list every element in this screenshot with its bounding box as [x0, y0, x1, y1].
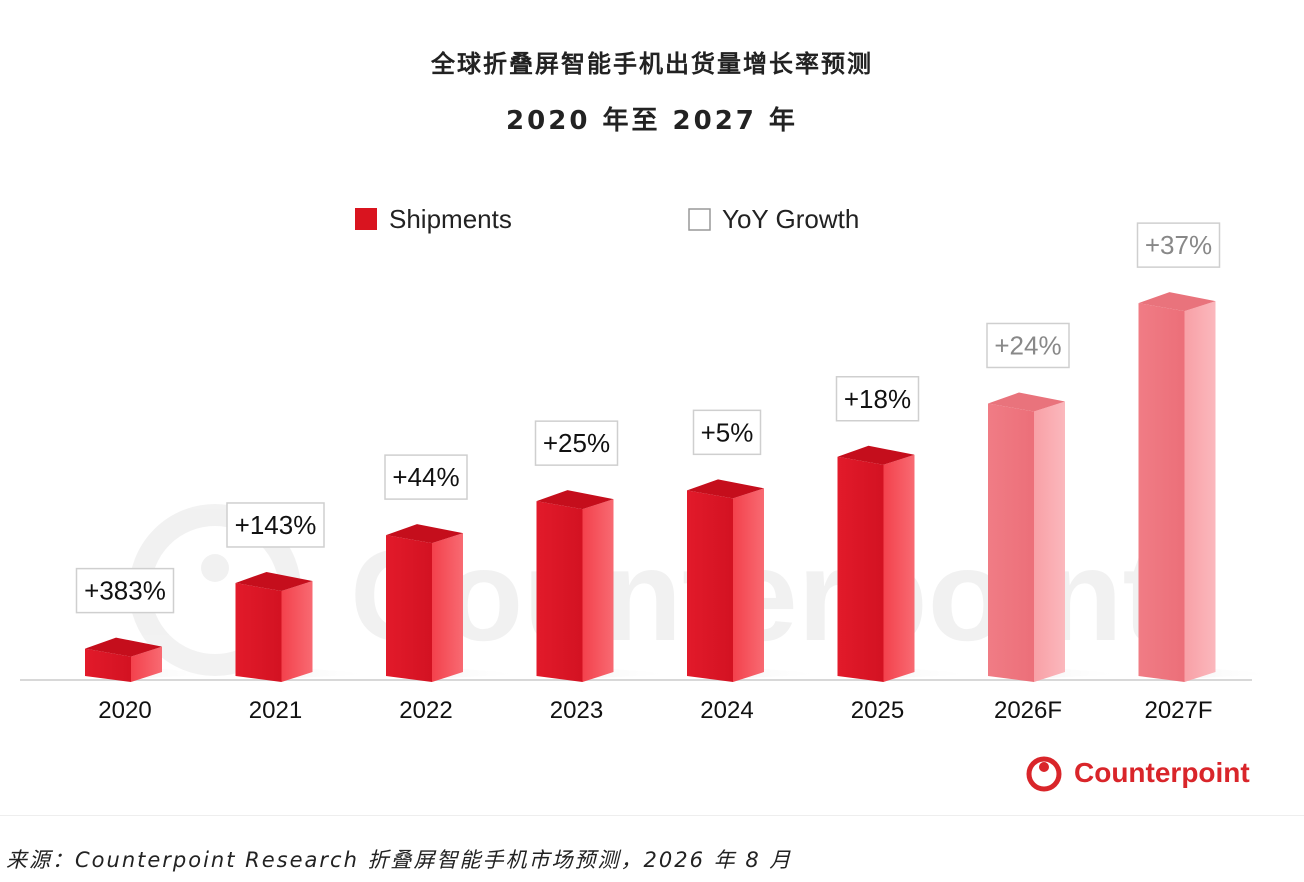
- bar-2020: [85, 637, 222, 682]
- bar-front-face: [837, 456, 884, 682]
- growth-labels-layer: +383% +143% +44% +25% +5% +18% +24% +37%: [75, 222, 1221, 614]
- yoy-label-text: +37%: [1145, 230, 1212, 260]
- yoy-label-text: +5%: [701, 417, 754, 447]
- brand-name: Counterpoint: [1074, 757, 1250, 788]
- x-tick-label: 2026F: [994, 697, 1062, 724]
- yoy-label-box: [226, 502, 325, 548]
- yoy-label-2020: +383%: [75, 567, 175, 614]
- bar-2023: [536, 490, 674, 682]
- x-tick-label: 2027F: [1144, 697, 1212, 724]
- footer-divider: [0, 815, 1304, 816]
- x-tick-label: 2023: [550, 697, 603, 724]
- yoy-label-text: +44%: [392, 462, 459, 492]
- bar-front-face: [235, 582, 282, 682]
- yoy-label-2027F: +37%: [1136, 222, 1221, 268]
- bar-side-face: [432, 533, 463, 682]
- bar-top-face: [536, 490, 614, 510]
- bar-front-face: [687, 490, 733, 682]
- bar-front-face: [536, 501, 583, 682]
- legend: Shipments YoY Growth: [355, 204, 859, 234]
- bar-front-face: [85, 648, 131, 682]
- bar-side-face: [1034, 401, 1065, 682]
- bar-top-face: [1138, 292, 1216, 312]
- yoy-label-box: [75, 567, 175, 614]
- bar-side-face: [131, 646, 162, 682]
- bar-top-face: [687, 479, 764, 499]
- yoy-label-2025: +18%: [835, 376, 920, 422]
- bar-2021: [235, 571, 373, 682]
- brand-logo: Counterpoint: [1024, 752, 1250, 794]
- chart-title: 全球折叠屏智能手机出货量增长率预测: [431, 50, 873, 78]
- x-tick-label: 2022: [399, 697, 452, 724]
- counterpoint-logo-icon: [1026, 756, 1062, 792]
- source-note: 来源：Counterpoint Research 折叠屏智能手机市场预测，202…: [6, 848, 793, 872]
- legend-yoy-swatch: [688, 208, 711, 231]
- yoy-label-box: [384, 454, 468, 500]
- bar-side-face: [733, 488, 764, 682]
- yoy-label-2022: +44%: [384, 454, 468, 500]
- bar-2027F: [1138, 292, 1276, 682]
- bar-top-face: [85, 637, 162, 657]
- bar-front-face: [988, 403, 1034, 682]
- bars-layer: [85, 292, 1276, 682]
- yoy-label-box: [835, 376, 920, 422]
- yoy-label-text: +383%: [84, 576, 166, 606]
- yoy-label-text: +143%: [235, 510, 317, 540]
- legend-shipments-label: Shipments: [389, 204, 512, 234]
- bar-2026F: [988, 392, 1125, 682]
- chart-subtitle: 2020 年至 2027 年: [506, 106, 798, 136]
- x-tick-label: 2021: [249, 697, 302, 724]
- yoy-label-box: [534, 420, 619, 466]
- bar-2022: [386, 524, 523, 682]
- bar-2024: [687, 479, 824, 682]
- yoy-label-2021: +143%: [226, 502, 325, 548]
- bar-front-face: [1138, 303, 1185, 682]
- x-tick-label: 2024: [700, 697, 753, 724]
- bar-top-face: [386, 524, 463, 544]
- bar-top-face: [235, 571, 313, 591]
- yoy-label-text: +18%: [844, 384, 911, 414]
- yoy-label-2024: +5%: [692, 409, 762, 456]
- bar-side-face: [1184, 301, 1216, 682]
- x-tick-label: 2025: [851, 697, 904, 724]
- yoy-label-box: [692, 409, 762, 456]
- bar-side-face: [883, 454, 915, 682]
- yoy-label-text: +24%: [994, 330, 1061, 360]
- bar-front-face: [386, 535, 432, 682]
- x-tick-label: 2020: [98, 697, 151, 724]
- yoy-label-2026F: +24%: [986, 322, 1070, 369]
- yoy-label-box: [986, 322, 1070, 369]
- legend-yoy-label: YoY Growth: [722, 204, 859, 234]
- yoy-label-box: [1136, 222, 1221, 268]
- legend-shipments-swatch: [355, 208, 377, 230]
- bar-top-face: [837, 445, 915, 465]
- bar-side-face: [281, 580, 313, 682]
- bar-top-face: [988, 392, 1065, 412]
- bar-2025: [837, 445, 975, 682]
- x-tick-labels-layer: 2020 2021 2022 2023 2024 2025 2026F 2027F: [98, 697, 1212, 724]
- bar-side-face: [582, 499, 614, 682]
- yoy-label-text: +25%: [543, 428, 610, 458]
- yoy-label-2023: +25%: [534, 420, 619, 466]
